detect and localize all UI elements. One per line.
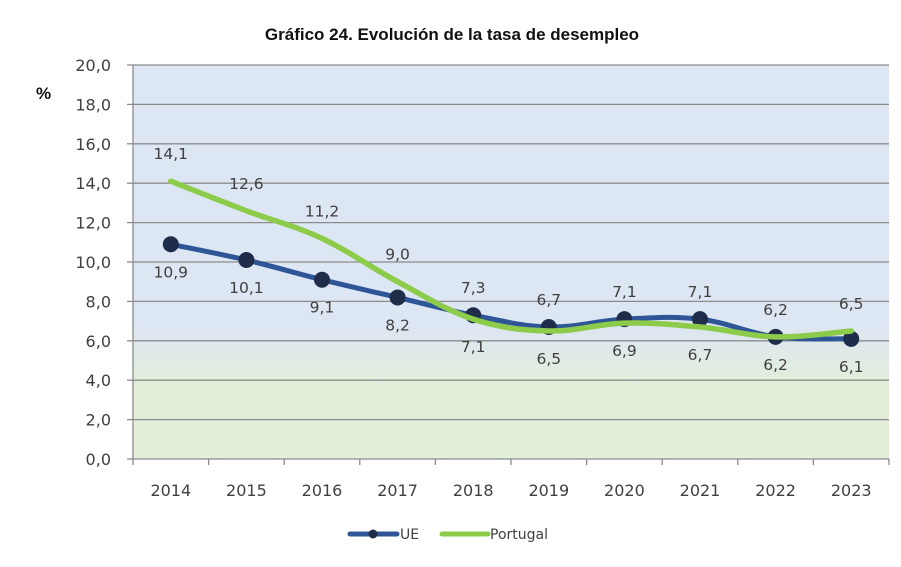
- data-point-ue: [314, 271, 330, 288]
- legend-item-ue: UE: [347, 527, 419, 543]
- data-label-portugal: 6,5: [536, 350, 561, 368]
- legend-ue-label: UE: [400, 527, 419, 543]
- series-line-ue: [168, 241, 854, 342]
- y-tick-label: 18,0: [75, 95, 111, 114]
- x-tick-label: 2015: [226, 481, 267, 500]
- data-point-ue: [389, 289, 406, 306]
- data-label-portugal: 14,1: [154, 145, 189, 163]
- data-label-portugal: 6,7: [688, 346, 713, 364]
- x-tick-label: 2022: [755, 481, 796, 500]
- data-label-ue: 10,9: [154, 263, 189, 281]
- data-label-portugal: 11,2: [305, 202, 340, 220]
- data-label-ue: 9,1: [310, 299, 335, 317]
- data-label-ue: 10,1: [229, 279, 264, 297]
- series-line-portugal: [168, 178, 854, 340]
- y-tick-label: 12,0: [75, 214, 111, 233]
- data-point-ue: [843, 330, 860, 347]
- data-label-ue: 6,1: [839, 358, 864, 376]
- data-label-portugal: 6,5: [839, 295, 864, 313]
- x-tick-label: 2020: [604, 481, 645, 500]
- x-tick-label: 2023: [831, 481, 872, 500]
- y-tick-label: 8,0: [86, 292, 111, 311]
- series-lines: [162, 178, 860, 347]
- legend-item-portugal: Portugal: [439, 527, 548, 543]
- chart-title: Gráfico 24. Evolución de la tasa de dese…: [265, 25, 639, 44]
- x-tick-label: 2014: [150, 481, 191, 500]
- data-label-portugal: 9,0: [385, 246, 410, 264]
- data-label-portugal: 6,2: [763, 356, 788, 374]
- x-tick-label: 2016: [302, 481, 343, 500]
- x-tick-label: 2019: [528, 481, 569, 500]
- legend-portugal-label: Portugal: [490, 527, 548, 543]
- y-tick-label: 0,0: [86, 450, 111, 469]
- data-label-portugal: 12,6: [229, 175, 264, 193]
- y-tick-label: 2,0: [86, 411, 111, 430]
- x-tick-label: 2017: [377, 481, 418, 500]
- y-tick-label: 16,0: [75, 135, 111, 154]
- data-label-ue: 7,1: [612, 283, 637, 301]
- y-tick-label: 6,0: [86, 332, 111, 351]
- y-tick-label: 20,0: [75, 56, 111, 75]
- gridlines: [132, 64, 889, 460]
- y-axis-ticks: 0,0 2,0 4,0 6,0 8,0 10,0 12,0 14,0 16,0 18,0 20,0: [75, 56, 133, 469]
- data-labels: 10,9 10,1 9,1 8,2 7,3 6,7 7,1 7,1 6,2 6,1 14,1 12,6…: [154, 145, 864, 376]
- data-point-ue: [238, 252, 255, 269]
- data-label-ue: 7,1: [688, 283, 713, 301]
- x-axis-ticks: 2014 2015 2016 2017 2018 2019 2020 2021 2022 2023: [132, 459, 890, 500]
- legend: UE Portugal: [347, 527, 548, 543]
- data-label-ue: 6,7: [536, 291, 561, 309]
- y-tick-label: 10,0: [75, 253, 111, 272]
- x-tick-label: 2018: [453, 481, 494, 500]
- legend-ue-marker: [368, 529, 378, 539]
- data-label-portugal: 7,1: [461, 338, 486, 356]
- y-tick-label: 14,0: [75, 174, 111, 193]
- data-label-ue: 8,2: [385, 316, 410, 334]
- data-point-ue: [162, 236, 179, 253]
- y-tick-label: 4,0: [86, 371, 111, 390]
- data-label-ue: 6,2: [763, 301, 788, 319]
- y-axis-unit-label: %: [36, 84, 51, 103]
- data-point-ue: [692, 311, 708, 328]
- x-tick-label: 2021: [680, 481, 721, 500]
- data-label-portugal: 6,9: [612, 342, 637, 360]
- data-label-ue: 7,3: [461, 279, 486, 297]
